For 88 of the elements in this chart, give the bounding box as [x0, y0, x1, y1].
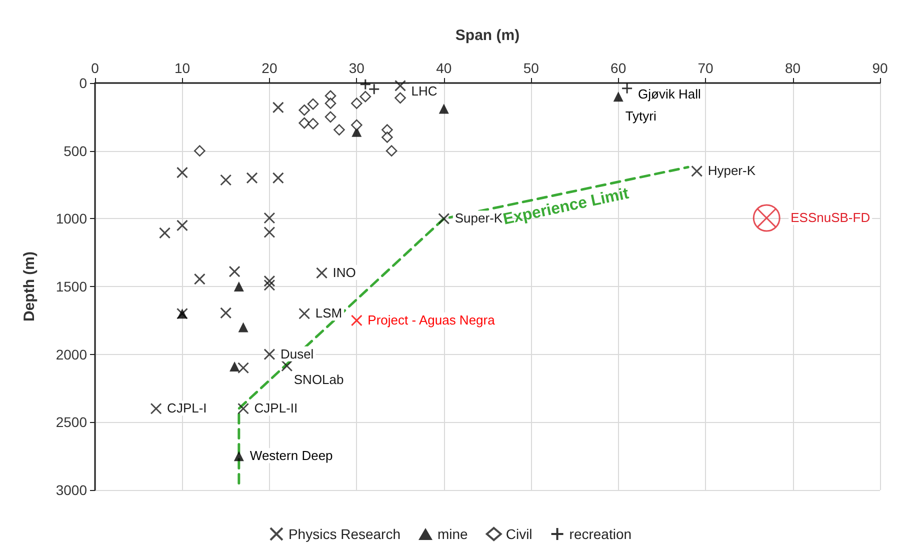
x-tick-label: 60	[610, 60, 626, 76]
x-tick-label: 90	[872, 60, 888, 76]
annotation: Super-K	[454, 210, 503, 226]
x-tick-label: 40	[436, 60, 452, 76]
annotation: LHC	[411, 84, 438, 99]
legend-label: Civil	[506, 526, 532, 542]
point	[360, 90, 372, 102]
point	[307, 98, 319, 110]
line-series	[238, 166, 690, 484]
y-tick-label: 2000	[56, 346, 88, 362]
y-tick-label: 3000	[56, 482, 88, 498]
x-tick-label: 30	[348, 60, 365, 76]
point	[264, 348, 276, 360]
point	[394, 80, 406, 92]
point	[334, 124, 345, 136]
y-tick-label: 0	[79, 75, 88, 91]
point	[438, 212, 450, 224]
point	[272, 102, 284, 114]
point	[194, 273, 206, 285]
point	[691, 165, 703, 177]
annotation: LSM	[315, 306, 342, 321]
point	[386, 145, 398, 156]
annotation: Western Deep	[250, 448, 333, 464]
text: Experience Limit	[502, 185, 631, 228]
y-tick-label: 1000	[56, 210, 88, 227]
point	[272, 172, 284, 184]
y-axis-title: Depth (m)	[21, 252, 38, 322]
annotation: INO	[332, 264, 356, 280]
annotation: SNOLab	[294, 372, 344, 387]
annotation: Dusel	[280, 346, 314, 362]
point	[194, 145, 206, 156]
point	[350, 314, 362, 326]
point	[228, 266, 240, 278]
point	[298, 308, 310, 320]
point	[324, 111, 336, 123]
x-tick-label: 20	[262, 60, 278, 76]
x-tick-label: 80	[784, 60, 801, 76]
annotation: Hyper-K	[708, 163, 756, 178]
x-tick-label: 50	[523, 60, 540, 76]
point	[150, 402, 162, 414]
point	[176, 220, 188, 232]
annotation: Gjøvik Hall	[638, 86, 702, 102]
point	[234, 451, 244, 462]
annotation: CJPL-I	[167, 400, 207, 416]
point	[159, 227, 171, 239]
annotation: CJPL-II	[254, 400, 298, 416]
point	[394, 92, 406, 104]
point	[238, 402, 250, 414]
point	[368, 83, 380, 95]
point	[246, 172, 258, 184]
y-tick-label: 2500	[56, 414, 88, 430]
point	[176, 166, 188, 178]
point	[238, 322, 248, 332]
point	[360, 78, 372, 90]
point	[621, 82, 633, 94]
annotation: ESSnuSB-FD	[790, 210, 870, 225]
annotation: Tytyri	[625, 108, 656, 124]
point	[307, 118, 319, 130]
point	[351, 98, 362, 109]
point	[281, 360, 293, 372]
point	[234, 282, 244, 292]
legend-label: recreation	[569, 526, 632, 542]
point	[298, 117, 310, 129]
legend-label: mine	[438, 526, 468, 542]
x-tick-label: 70	[698, 60, 714, 76]
annotation: Project - Aguas Negra	[368, 312, 496, 328]
y-tick-label: 500	[64, 142, 88, 159]
x-axis-title: Span (m)	[455, 27, 520, 44]
point	[298, 104, 310, 116]
point	[752, 204, 780, 232]
x-tick-label: 0	[91, 60, 100, 76]
legend-label: Physics Research	[288, 526, 401, 542]
point	[613, 92, 624, 102]
point	[220, 307, 232, 319]
point	[264, 226, 276, 238]
point	[324, 98, 336, 109]
x-tick-label: 10	[174, 60, 190, 76]
point	[264, 212, 276, 224]
point	[316, 267, 328, 279]
point	[230, 362, 240, 372]
point	[264, 279, 276, 291]
point	[351, 119, 362, 131]
point	[264, 275, 276, 287]
point	[238, 362, 250, 374]
point	[220, 174, 232, 186]
y-tick-label: 1500	[56, 278, 88, 294]
point	[438, 104, 449, 114]
point	[382, 132, 393, 143]
